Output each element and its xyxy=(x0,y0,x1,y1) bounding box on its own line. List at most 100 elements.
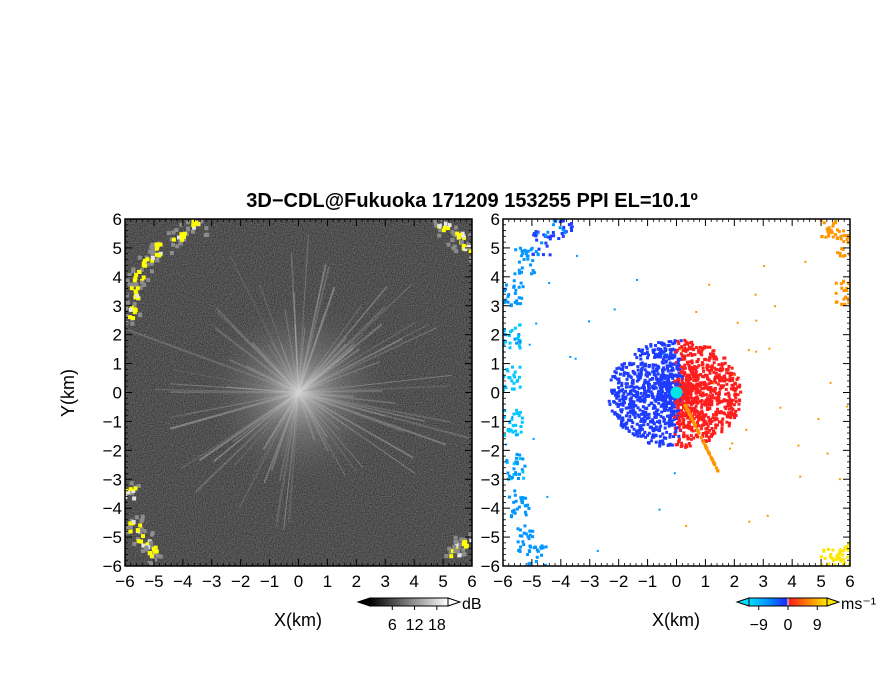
velocity-cell xyxy=(847,236,850,240)
velocity-cell xyxy=(715,368,719,372)
velocity-cell xyxy=(678,346,682,350)
velocity-cell xyxy=(506,428,510,432)
velocity-cell xyxy=(676,382,680,386)
echo-cell xyxy=(154,252,159,257)
velocity-cell xyxy=(694,400,698,404)
velocity-cell xyxy=(828,554,832,558)
velocity-cell xyxy=(535,555,539,559)
velocity-cell xyxy=(641,405,645,409)
velocity-cell xyxy=(633,415,637,419)
velocity-cell xyxy=(519,424,523,428)
velocity-cell xyxy=(677,379,681,383)
velocity-cell xyxy=(724,392,728,396)
velocity-cell xyxy=(817,418,820,421)
echo-cell xyxy=(140,514,145,519)
velocity-cell xyxy=(686,353,690,357)
echo-cell xyxy=(178,241,183,246)
velocity-cell xyxy=(654,344,658,348)
velocity-cell xyxy=(683,354,687,358)
velocity-cell xyxy=(520,420,524,424)
velocity-cell xyxy=(638,431,642,435)
velocity-cell xyxy=(643,352,647,356)
velocity-cell xyxy=(711,416,715,420)
velocity-cell xyxy=(645,350,649,354)
velocity-cell xyxy=(616,414,620,418)
velocity-cell xyxy=(710,432,714,436)
velocity-cell xyxy=(711,460,715,464)
velocity-cell xyxy=(686,437,690,441)
velocity-cell xyxy=(562,225,566,229)
velocity-cell xyxy=(510,417,514,421)
velocity-cell xyxy=(631,369,635,373)
velocity-cell xyxy=(652,421,656,425)
echo-cell xyxy=(132,278,137,283)
velocity-cell xyxy=(674,383,678,387)
velocity-cell xyxy=(641,394,645,398)
velocity-cell xyxy=(515,341,519,345)
reflectivity-x-axis-label: X(km) xyxy=(274,610,322,630)
velocity-cell xyxy=(574,357,577,360)
x-tick-label: −5 xyxy=(144,572,163,591)
velocity-cell xyxy=(693,384,697,388)
x-tick-label: 6 xyxy=(467,572,476,591)
velocity-cell xyxy=(544,241,548,245)
velocity-cell xyxy=(526,568,529,571)
velocity-cell xyxy=(653,406,657,410)
velocity-cell xyxy=(644,435,648,439)
velocity-cell xyxy=(711,388,715,392)
velocity-cell xyxy=(668,364,672,368)
velocity-cell xyxy=(730,378,734,382)
velocity-cell xyxy=(615,367,619,371)
velocity-cell xyxy=(636,374,640,378)
velocity-cell xyxy=(668,382,672,386)
velocity-cell xyxy=(672,405,676,409)
velocity-cell xyxy=(617,403,621,407)
velocity-cell xyxy=(691,370,695,374)
velocity-cell xyxy=(713,431,717,435)
velocity-cell xyxy=(705,446,709,450)
echo-cell xyxy=(117,489,121,493)
echo-cell xyxy=(142,258,147,263)
velocity-cell xyxy=(720,362,724,366)
echo-cell xyxy=(191,219,196,224)
velocity-cell xyxy=(626,406,630,410)
velocity-cell xyxy=(680,414,684,418)
echo-cell xyxy=(133,308,138,313)
velocity-cell xyxy=(636,368,640,372)
velocity-cell xyxy=(709,386,713,390)
y-tick-label: −5 xyxy=(481,528,500,547)
velocity-cell xyxy=(693,406,697,410)
echo-cell xyxy=(136,539,141,544)
velocity-cell xyxy=(623,397,627,401)
velocity-cell xyxy=(673,426,677,430)
velocity-cell xyxy=(658,441,662,445)
velocity-cell xyxy=(700,409,704,413)
velocity-cell xyxy=(846,241,850,245)
velocity-cell xyxy=(667,340,671,344)
velocity-cell xyxy=(847,542,850,546)
echo-cell xyxy=(438,228,443,233)
velocity-cell xyxy=(704,440,708,444)
echo-cell xyxy=(141,275,146,280)
velocity-cell xyxy=(521,496,525,500)
echo-cell xyxy=(469,538,472,543)
colorbar-gradient xyxy=(748,597,828,607)
velocity-cell xyxy=(695,414,699,418)
velocity-cell xyxy=(845,288,849,292)
velocity-cell xyxy=(719,384,723,388)
velocity-cell xyxy=(773,305,776,308)
y-tick-label: 5 xyxy=(113,239,122,258)
velocity-cell xyxy=(714,466,718,470)
echo-cell xyxy=(205,232,210,237)
velocity-cell xyxy=(524,513,528,517)
velocity-cell xyxy=(691,397,695,401)
velocity-cell xyxy=(684,401,688,405)
velocity-cell xyxy=(677,377,681,381)
echo-cell xyxy=(146,277,151,282)
velocity-cell xyxy=(676,403,680,407)
echo-cell xyxy=(158,242,163,247)
velocity-cell xyxy=(627,429,631,433)
velocity-cell xyxy=(672,362,676,366)
velocity-cell xyxy=(678,367,682,371)
velocity-cell xyxy=(631,411,635,415)
